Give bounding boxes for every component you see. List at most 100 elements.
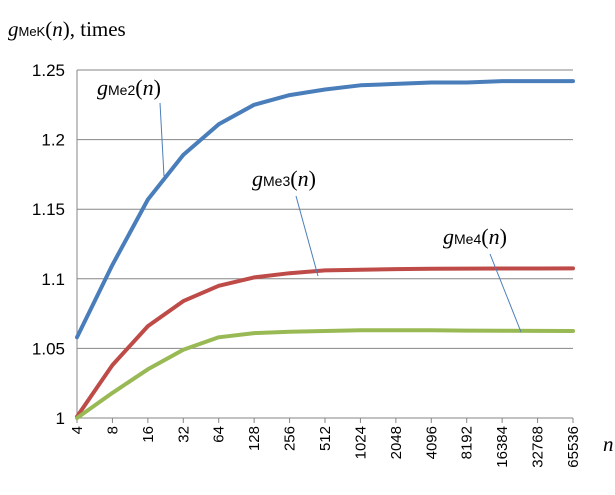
data-point: [325, 270, 326, 271]
x-tick-label: 128: [246, 426, 263, 451]
x-tick-label: 4: [69, 426, 86, 434]
x-tick-label: 8192: [459, 426, 476, 459]
series-label-symbol: g: [252, 166, 263, 191]
series-label-arg-var: n: [489, 224, 500, 249]
y-tick-label: 1: [56, 409, 65, 428]
series-label-symbol: g: [443, 224, 454, 249]
x-tick-label: 4096: [423, 426, 440, 459]
data-point: [573, 268, 574, 269]
series-label-subscript: Me3: [263, 173, 290, 189]
y-tick-label: 1.15: [32, 200, 65, 219]
series-line-me3: [75, 266, 575, 419]
x-tick-label: 512: [317, 426, 334, 451]
data-point: [360, 269, 361, 270]
y-tick-labels: 1 1.05 1.1 1.15 1.2 1.25: [32, 61, 65, 428]
data-point: [360, 330, 361, 331]
series-label-arg-open: (: [135, 75, 142, 100]
data-point: [537, 81, 538, 82]
gridlines: [77, 69, 573, 349]
data-point: [431, 268, 432, 269]
data-point: [254, 277, 255, 278]
callout-leader-line: [295, 195, 319, 277]
x-tick-label: 256: [282, 426, 299, 451]
series-label-subscript: Me2: [108, 82, 135, 98]
data-point: [395, 330, 396, 331]
y-axis-title-arg-close: ): [63, 17, 70, 41]
data-point: [395, 269, 396, 270]
data-point: [325, 331, 326, 332]
data-point: [112, 392, 113, 393]
y-tick-label: 1.05: [32, 339, 65, 358]
data-point: [183, 154, 184, 155]
data-point: [431, 82, 432, 83]
data-point: [325, 89, 326, 90]
data-point: [147, 369, 148, 370]
y-axis-title: gMeK(n), times: [8, 17, 126, 41]
data-point: [466, 268, 467, 269]
x-tick-label: 32768: [530, 426, 547, 468]
series-label-me2: gMe2(n): [97, 75, 161, 100]
axes: [76, 70, 574, 423]
data-point: [289, 273, 290, 274]
y-axis-title-symbol: g: [8, 17, 19, 41]
data-point: [395, 83, 396, 84]
series-label-arg-close: ): [309, 166, 316, 191]
x-tick-label: 1024: [352, 426, 369, 459]
data-point: [289, 331, 290, 332]
x-tick-label: 65536: [565, 426, 582, 468]
data-point: [183, 349, 184, 350]
data-point: [537, 268, 538, 269]
series-label-arg-open: (: [481, 224, 488, 249]
data-point: [537, 330, 538, 331]
series-label-arg-var: n: [298, 166, 309, 191]
series-line-me2: [75, 79, 575, 340]
series-label-arg-var: n: [143, 75, 154, 100]
data-point: [254, 104, 255, 105]
callout-leader-line: [489, 253, 522, 333]
data-point: [466, 82, 467, 83]
y-tick-label: 1.2: [41, 131, 65, 150]
y-tick-label: 1.25: [32, 61, 65, 80]
x-tick-label: 16: [140, 426, 157, 443]
data-point: [289, 95, 290, 96]
y-axis-title-unit: , times: [70, 17, 126, 41]
data-point: [218, 124, 219, 125]
data-point: [183, 301, 184, 302]
x-tick-label: 32: [175, 426, 192, 443]
data-point: [502, 268, 503, 269]
series-label-me3: gMe3(n): [252, 166, 316, 191]
series-label-symbol: g: [97, 75, 108, 100]
y-axis-title-subscript: MeK: [19, 24, 46, 39]
series-lines: [75, 79, 575, 420]
series-label-arg-close: ): [500, 224, 507, 249]
data-point: [77, 418, 78, 419]
series-label-me4: gMe4(n): [443, 224, 507, 249]
series-line-me4: [75, 328, 575, 420]
y-axis-title-arg-open: (: [45, 17, 52, 41]
x-tick-labels: 4 8 16 32 64 128 256 512 1024 2048 4096 8192 16384 32…: [69, 426, 582, 468]
x-tick-label: 64: [211, 426, 228, 443]
series-label-subscript: Me4: [454, 231, 481, 247]
data-point: [254, 333, 255, 334]
y-tick-label: 1.1: [41, 270, 65, 289]
y-axis-title-arg-var: n: [52, 17, 63, 41]
data-point: [147, 199, 148, 200]
data-point: [218, 285, 219, 286]
data-point: [573, 81, 574, 82]
data-point: [502, 81, 503, 82]
series-label-arg-open: (: [290, 166, 297, 191]
data-point: [218, 337, 219, 338]
data-point: [466, 330, 467, 331]
data-point: [573, 331, 574, 332]
series-label-arg-close: ): [154, 75, 161, 100]
callout-leader-line: [159, 102, 165, 177]
data-point: [147, 326, 148, 327]
x-axis-label: n: [603, 432, 614, 456]
data-point: [502, 330, 503, 331]
data-point: [360, 85, 361, 86]
data-point: [77, 337, 78, 338]
data-point: [112, 264, 113, 265]
data-point: [112, 365, 113, 366]
x-tick-label: 16384: [494, 426, 511, 468]
